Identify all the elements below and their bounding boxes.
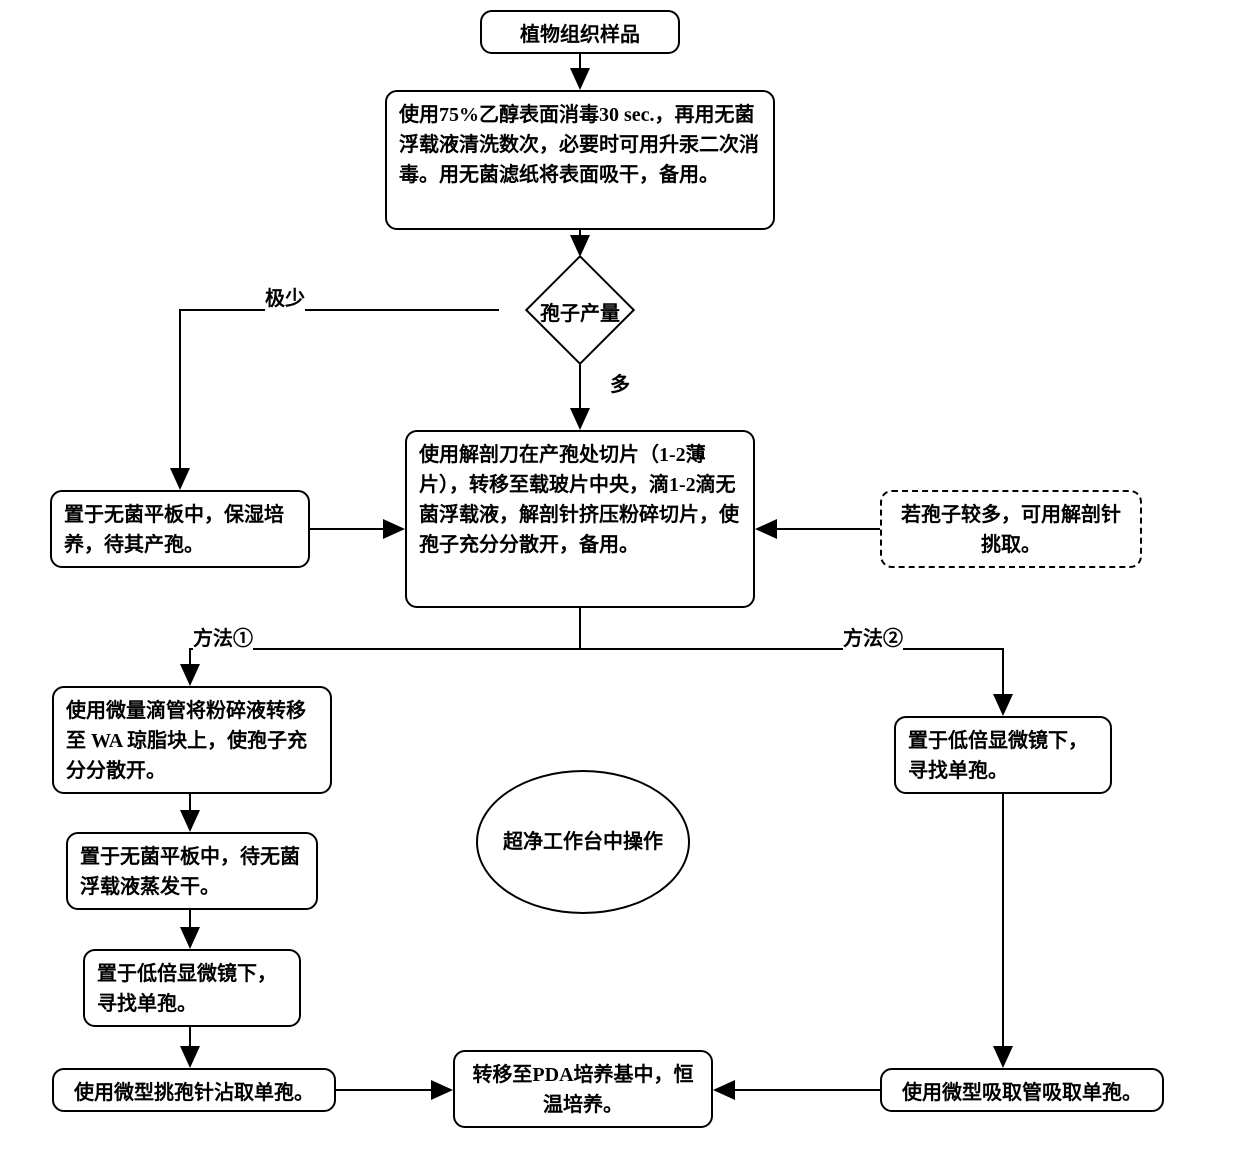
node-m2-step1: 置于低倍显微镜下，寻找单孢。 [894, 716, 1112, 794]
node-m1-step4: 使用微型挑孢针沾取单孢。 [52, 1068, 336, 1112]
node-disinfect: 使用75%乙醇表面消毒30 sec.，再用无菌浮载液清洗数次，必要时可用升汞二次… [385, 90, 775, 230]
node-start: 植物组织样品 [480, 10, 680, 54]
node-m1-step3: 置于低倍显微镜下，寻找单孢。 [83, 949, 301, 1027]
node-m2-step4: 使用微型吸取管吸取单孢。 [880, 1068, 1164, 1112]
node-tip: 若孢子较多，可用解剖针挑取。 [880, 490, 1142, 568]
node-m1-step1: 使用微量滴管将粉碎液转移至 WA 琼脂块上，使孢子充分分散开。 [52, 686, 332, 794]
node-workbench: 超净工作台中操作 [476, 770, 690, 914]
label-few: 极少 [265, 282, 305, 311]
label-many: 多 [610, 368, 630, 397]
node-few-culture: 置于无菌平板中，保湿培养，待其产孢。 [50, 490, 310, 568]
label-method2: 方法② [843, 622, 903, 651]
node-decision: 孢子产量 [524, 254, 636, 366]
node-final: 转移至PDA培养基中，恒温培养。 [453, 1050, 713, 1128]
node-m1-step2: 置于无菌平板中，待无菌浮载液蒸发干。 [66, 832, 318, 910]
node-main-prep: 使用解剖刀在产孢处切片（1-2薄片），转移至载玻片中央，滴1-2滴无菌浮载液，解… [405, 430, 755, 608]
label-method1: 方法① [193, 622, 253, 651]
